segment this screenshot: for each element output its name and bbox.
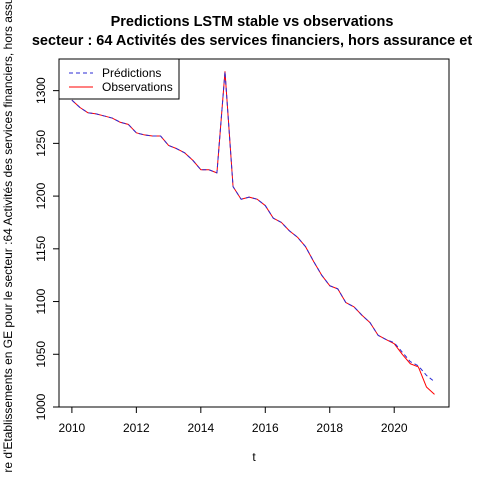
y-axis: 1000 1050 1100 1150 1200 1250 1300 <box>34 77 59 420</box>
plot-frame <box>58 58 450 408</box>
y-tick-label: 1050 <box>34 341 48 368</box>
x-tick-label: 2010 <box>59 421 86 435</box>
series-layer <box>71 71 435 395</box>
legend-label: Observations <box>102 80 173 94</box>
x-axis: 2010 2012 2014 2016 2018 2020 <box>59 407 408 435</box>
legend-label: Prédictions <box>102 66 161 80</box>
y-tick-label: 1150 <box>34 236 48 262</box>
x-tick-label: 2018 <box>316 421 343 435</box>
series-line-pr-dictions <box>71 71 435 383</box>
y-axis-label: re d'Etablissements en GE pour le secteu… <box>1 0 15 473</box>
y-tick-label: 1000 <box>34 393 48 420</box>
chart-subtitle: secteur : 64 Activités des services fina… <box>32 33 473 49</box>
x-tick-label: 2012 <box>123 421 150 435</box>
x-tick-label: 2020 <box>381 421 408 435</box>
y-tick-label: 1200 <box>34 182 48 209</box>
y-tick-label: 1300 <box>34 77 48 104</box>
x-tick-label: 2016 <box>252 421 279 435</box>
y-tick-label: 1100 <box>34 288 48 314</box>
x-axis-label: t <box>252 450 256 464</box>
chart-title: Predictions LSTM stable vs observations <box>111 14 394 30</box>
legend-box <box>58 58 180 100</box>
y-tick-label: 1250 <box>34 130 48 157</box>
series-line-observations <box>71 71 435 395</box>
x-tick-label: 2014 <box>187 421 214 435</box>
